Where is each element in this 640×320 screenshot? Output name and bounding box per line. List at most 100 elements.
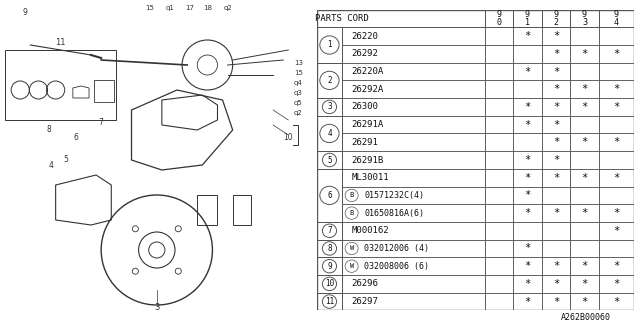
Text: *: * (524, 208, 531, 218)
Text: 13: 13 (294, 60, 303, 66)
Text: 4: 4 (327, 129, 332, 138)
Text: *: * (581, 297, 588, 307)
Text: *: * (553, 67, 559, 76)
Text: B: B (349, 210, 354, 216)
Text: 26296: 26296 (351, 279, 378, 288)
Text: M000162: M000162 (351, 226, 389, 235)
Text: 9: 9 (23, 8, 28, 17)
Text: *: * (524, 261, 531, 271)
Text: *: * (553, 155, 559, 165)
Text: 26297: 26297 (351, 297, 378, 306)
Text: W: W (349, 263, 354, 269)
Text: 3: 3 (154, 303, 159, 312)
Text: q4: q4 (294, 80, 303, 86)
Text: *: * (581, 137, 588, 147)
Text: q2: q2 (294, 110, 303, 116)
Text: 17: 17 (186, 5, 195, 11)
Text: *: * (553, 49, 559, 59)
Text: *: * (553, 297, 559, 307)
Text: 8: 8 (327, 244, 332, 253)
Text: *: * (524, 155, 531, 165)
Text: 9
2: 9 2 (554, 10, 559, 27)
Text: PARTS CORD: PARTS CORD (316, 14, 369, 23)
Text: 6: 6 (327, 191, 332, 200)
Text: 1: 1 (327, 41, 332, 50)
Text: 032008006 (6): 032008006 (6) (364, 262, 429, 271)
Text: *: * (613, 208, 620, 218)
Text: 7: 7 (99, 118, 104, 127)
Text: *: * (524, 67, 531, 76)
Text: *: * (613, 261, 620, 271)
Text: 26292A: 26292A (351, 85, 384, 94)
Text: *: * (553, 173, 559, 183)
Text: 4: 4 (48, 161, 53, 170)
Text: *: * (581, 49, 588, 59)
Text: 9
4: 9 4 (614, 10, 619, 27)
Text: *: * (581, 84, 588, 94)
Text: *: * (613, 226, 620, 236)
Text: 26291: 26291 (351, 138, 378, 147)
Text: *: * (613, 279, 620, 289)
Text: 01650816A(6): 01650816A(6) (364, 209, 424, 218)
Text: 10: 10 (325, 279, 334, 288)
Text: 5: 5 (63, 155, 68, 164)
Text: 26220A: 26220A (351, 67, 384, 76)
Text: 3: 3 (327, 102, 332, 111)
Text: *: * (553, 31, 559, 41)
Text: 15: 15 (145, 5, 154, 11)
Text: *: * (553, 137, 559, 147)
Text: *: * (613, 49, 620, 59)
Text: *: * (553, 102, 559, 112)
Text: 01571232C(4): 01571232C(4) (364, 191, 424, 200)
Text: *: * (613, 137, 620, 147)
Text: *: * (581, 173, 588, 183)
Text: *: * (613, 297, 620, 307)
Text: q2: q2 (223, 5, 232, 11)
Text: A262B00060: A262B00060 (561, 313, 611, 320)
Text: *: * (524, 102, 531, 112)
Text: *: * (553, 208, 559, 218)
Text: 10: 10 (284, 133, 293, 142)
Text: *: * (553, 261, 559, 271)
Text: 9: 9 (327, 262, 332, 271)
Text: 2: 2 (327, 76, 332, 85)
Text: 5: 5 (327, 156, 332, 164)
Text: *: * (524, 31, 531, 41)
Text: *: * (524, 279, 531, 289)
Text: *: * (613, 84, 620, 94)
Text: B: B (349, 192, 354, 198)
Text: 18: 18 (203, 5, 212, 11)
Text: 26220: 26220 (351, 32, 378, 41)
Text: 11: 11 (56, 38, 66, 47)
Text: *: * (613, 102, 620, 112)
Text: 9
1: 9 1 (525, 10, 530, 27)
Text: *: * (524, 244, 531, 253)
Text: 15: 15 (294, 70, 303, 76)
Text: *: * (581, 279, 588, 289)
Text: 26300: 26300 (351, 102, 378, 111)
Text: *: * (553, 279, 559, 289)
Text: *: * (581, 208, 588, 218)
Text: *: * (524, 297, 531, 307)
Text: 8: 8 (46, 125, 51, 134)
Text: q3: q3 (294, 90, 303, 96)
Text: ML30011: ML30011 (351, 173, 389, 182)
Text: W: W (349, 245, 354, 252)
Text: *: * (524, 120, 531, 130)
Text: *: * (524, 173, 531, 183)
Text: 11: 11 (325, 297, 334, 306)
Text: *: * (581, 261, 588, 271)
Text: 9
0: 9 0 (497, 10, 502, 27)
Text: 26291A: 26291A (351, 120, 384, 129)
Text: 26292: 26292 (351, 49, 378, 58)
Text: 9
3: 9 3 (582, 10, 587, 27)
Text: q5: q5 (294, 100, 303, 106)
Text: *: * (553, 120, 559, 130)
Text: 26291B: 26291B (351, 156, 384, 164)
Text: *: * (581, 102, 588, 112)
Text: *: * (524, 190, 531, 200)
Text: 032012006 (4): 032012006 (4) (364, 244, 429, 253)
Text: 6: 6 (74, 133, 78, 142)
Text: q1: q1 (166, 5, 174, 11)
Text: *: * (613, 173, 620, 183)
